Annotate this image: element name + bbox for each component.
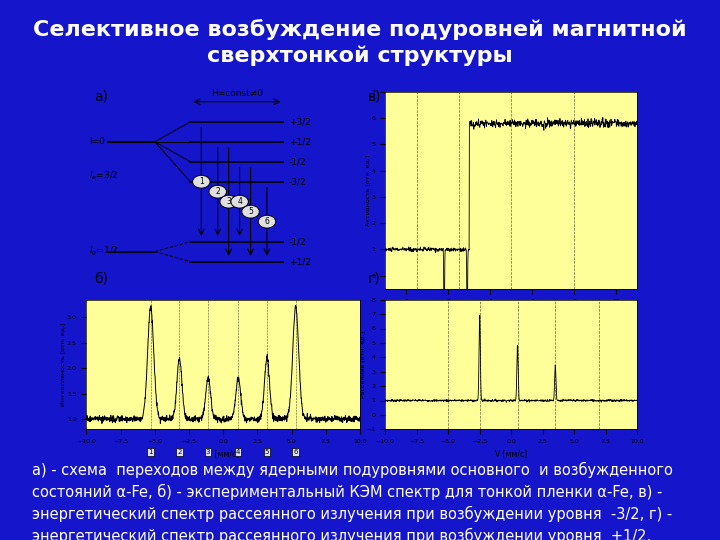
Text: +1/2: +1/2	[289, 257, 311, 266]
Text: 5: 5	[248, 207, 253, 216]
Text: сверхтонкой структуры: сверхтонкой структуры	[207, 46, 513, 66]
X-axis label: V [мм/с]: V [мм/с]	[495, 309, 527, 318]
Text: Селективное возбуждение подуровней магнитной: Селективное возбуждение подуровней магни…	[33, 19, 687, 40]
Circle shape	[258, 215, 276, 228]
Text: 3: 3	[226, 197, 231, 206]
Text: а) - схема  переходов между ядерными подуровнями основного  и возбужденного
сост: а) - схема переходов между ядерными поду…	[32, 462, 673, 540]
Y-axis label: Активность [отн. ед.]: Активность [отн. ед.]	[365, 155, 370, 226]
Circle shape	[220, 195, 238, 208]
X-axis label: V [мм/с]: V [мм/с]	[207, 450, 239, 458]
Circle shape	[242, 205, 259, 218]
Text: 4: 4	[236, 449, 240, 455]
Text: а): а)	[94, 90, 108, 104]
Text: 1: 1	[199, 177, 204, 186]
Text: $I_g$=1/2: $I_g$=1/2	[89, 245, 119, 258]
Circle shape	[192, 176, 210, 188]
Text: +3/2: +3/2	[289, 117, 311, 126]
Circle shape	[231, 195, 248, 208]
Y-axis label: Интенсивность [отн. ед.]: Интенсивность [отн. ед.]	[60, 323, 66, 406]
Y-axis label: Рассеяние [отн. ед.]: Рассеяние [отн. ед.]	[360, 331, 365, 398]
Text: 1: 1	[148, 449, 153, 455]
Text: $I_e$=3/2: $I_e$=3/2	[89, 170, 119, 182]
Text: +1/2: +1/2	[289, 137, 311, 146]
Text: г): г)	[367, 271, 380, 285]
Text: -1/2: -1/2	[289, 157, 307, 166]
Text: 6: 6	[264, 217, 269, 226]
Text: I=0: I=0	[89, 137, 105, 146]
Circle shape	[209, 185, 227, 198]
Text: 3: 3	[206, 449, 210, 455]
Text: в): в)	[367, 90, 381, 104]
Text: 5: 5	[265, 449, 269, 455]
Text: 4: 4	[237, 197, 242, 206]
Text: 2: 2	[177, 449, 181, 455]
Text: -1/2: -1/2	[289, 237, 307, 246]
Text: б): б)	[94, 271, 108, 285]
Text: 2: 2	[215, 187, 220, 196]
Text: -3/2: -3/2	[289, 177, 307, 186]
X-axis label: V [мм/с]: V [мм/с]	[495, 450, 527, 458]
Text: 6: 6	[294, 449, 298, 455]
Text: H=const≠0: H=const≠0	[211, 89, 263, 98]
